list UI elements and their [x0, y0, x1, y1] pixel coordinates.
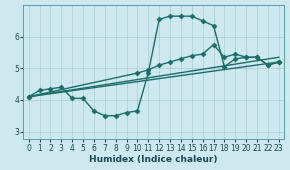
X-axis label: Humidex (Indice chaleur): Humidex (Indice chaleur) [89, 155, 218, 164]
